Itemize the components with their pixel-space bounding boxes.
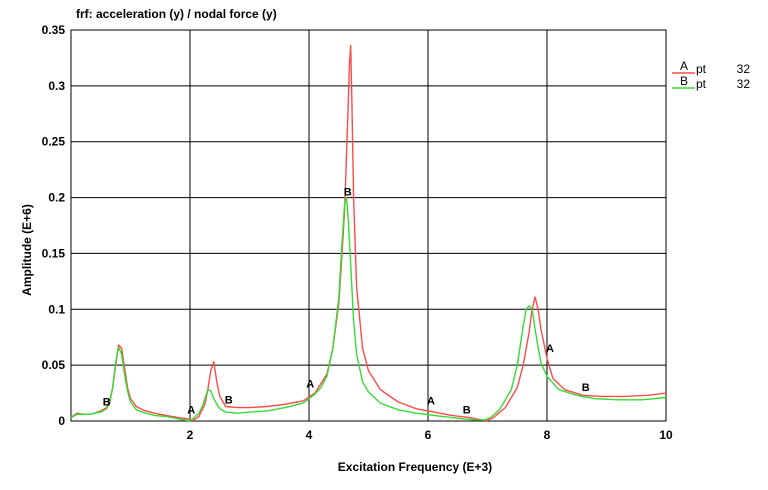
legend-label-B: pt — [696, 77, 707, 91]
legend-label-A: pt — [696, 62, 707, 76]
x-tick-label: 2 — [187, 428, 194, 442]
curve-marker-B: B — [225, 394, 233, 406]
legend-marker-B: B — [680, 74, 688, 88]
legend-value-A: 32 — [737, 62, 751, 76]
y-tick-label: 0.15 — [42, 246, 66, 260]
curve-marker-A: A — [306, 379, 314, 391]
curve-markers: B A B A B A B A B — [103, 187, 590, 417]
series-line-A — [70, 44, 667, 422]
chart-title: frf: acceleration (y) / nodal force (y) — [76, 7, 277, 21]
legend-marker-A: A — [680, 59, 688, 73]
curve-marker-A: A — [546, 343, 554, 355]
y-tick-label: 0 — [58, 414, 65, 428]
curve-marker-B: B — [463, 404, 471, 416]
curve-marker-A: A — [187, 404, 195, 416]
series-line-B — [70, 196, 667, 422]
y-axis-label: Amplitude (E+6) — [20, 204, 34, 296]
curve-marker-A: A — [427, 395, 435, 407]
y-tick-label: 0.3 — [48, 79, 65, 93]
y-tick-label: 0.35 — [42, 23, 66, 37]
curve-marker-B: B — [582, 382, 590, 394]
y-tick-label: 0.25 — [42, 135, 66, 149]
y-tick-label: 0.2 — [48, 191, 65, 205]
x-tick-label: 8 — [544, 428, 551, 442]
curve-marker-B: B — [344, 187, 352, 199]
y-tick-label: 0.05 — [42, 358, 66, 372]
curve-marker-B: B — [103, 397, 111, 409]
x-tick-labels: 2 4 6 8 10 — [187, 428, 673, 442]
y-tick-labels: 0 0.05 0.1 0.15 0.2 0.25 0.3 0.35 — [42, 23, 66, 428]
grid-lines — [71, 30, 666, 421]
x-tick-label: 4 — [306, 428, 313, 442]
plot-frame — [70, 29, 667, 422]
x-tick-label: 6 — [425, 428, 432, 442]
series-lines — [70, 44, 667, 422]
x-tick-label: 10 — [659, 428, 673, 442]
legend-value-B: 32 — [737, 77, 751, 91]
y-tick-label: 0.1 — [48, 302, 65, 316]
x-axis-label: Excitation Frequency (E+3) — [337, 460, 493, 474]
